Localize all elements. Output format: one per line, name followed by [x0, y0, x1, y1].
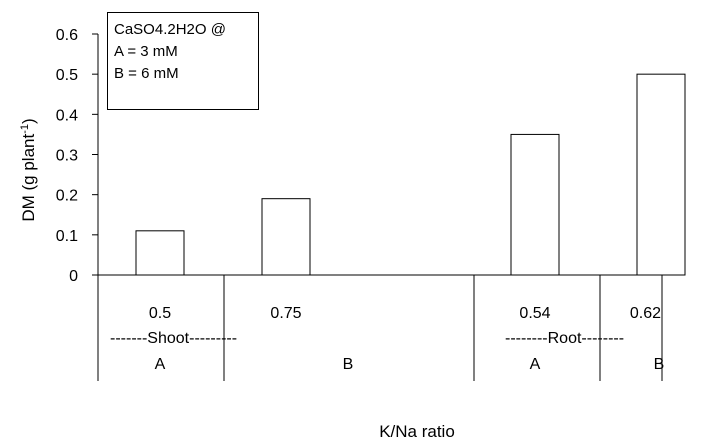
y-tick-label: 0	[69, 268, 78, 285]
legend-item-a: A = 3 mM	[114, 43, 178, 60]
y-tick-label: 0.1	[56, 228, 78, 245]
group-label-shoot: -------Shoot---------	[110, 330, 237, 347]
y-tick-label: 0.4	[56, 107, 78, 124]
legend: CaSO4.2H2O @ A = 3 mM B = 6 mM	[107, 12, 259, 110]
ratio-label: 0.62	[630, 305, 661, 322]
treatment-label: B	[654, 356, 665, 373]
ratio-label: 0.54	[519, 305, 550, 322]
y-tick-label: 0.5	[56, 67, 78, 84]
y-tick-label: 0.3	[56, 148, 78, 165]
bar	[510, 133, 560, 276]
legend-title: CaSO4.2H2O @	[114, 21, 226, 38]
treatment-label: A	[155, 356, 166, 373]
bars	[135, 73, 686, 276]
group-label-root: --------Root--------	[505, 330, 624, 347]
ratio-label: 0.5	[149, 305, 171, 322]
ratio-label: 0.75	[270, 305, 301, 322]
legend-item-b: B = 6 mM	[114, 65, 179, 82]
treatment-label: B	[343, 356, 354, 373]
y-tick-label: 0.2	[56, 188, 78, 205]
axes: 0 0.1 0.2 0.3 0.4 0.5 0.6	[56, 27, 663, 381]
y-axis-label: DM (g plant-1)	[19, 118, 38, 221]
bar	[636, 73, 686, 276]
bar	[135, 230, 185, 276]
y-tick-label: 0.6	[56, 27, 78, 44]
x-axis-label: K/Na ratio	[379, 422, 455, 441]
treatment-label: A	[530, 356, 541, 373]
bar	[261, 198, 311, 276]
category-labels: 0.5 0.75 0.54 0.62 -------Shoot--------- ----…	[110, 305, 664, 373]
